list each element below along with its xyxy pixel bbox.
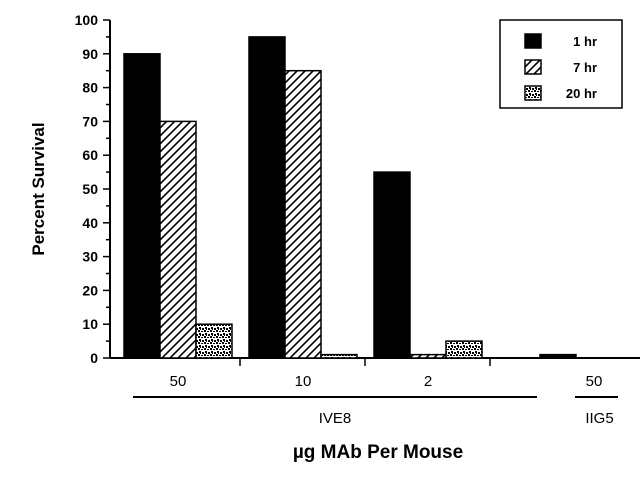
bar-1-hr-2	[373, 171, 411, 359]
y-axis-title: Percent Survival	[29, 122, 48, 255]
x-category-label: 50	[170, 373, 187, 390]
y-tick-label: 50	[82, 181, 98, 197]
legend-label: 20 hr	[566, 86, 597, 101]
bar-7-hr-0	[159, 120, 197, 359]
y-tick-label: 20	[82, 282, 98, 298]
bar-7-hr-2	[409, 353, 447, 359]
legend: 1 hr 7 hr 20 hr	[499, 19, 623, 109]
y-ticks: 0 10 20 30 40 50 60 70 80 90 100	[75, 12, 110, 366]
x-axis-title: µg MAb Per Mouse	[293, 442, 463, 463]
group-labels: IVE8 IIG5	[319, 410, 614, 427]
y-tick-label: 60	[82, 147, 98, 163]
legend-swatch	[524, 85, 542, 101]
legend-label: 1 hr	[573, 34, 597, 49]
y-tick-label: 30	[82, 249, 98, 265]
x-category-label: 50	[586, 373, 603, 390]
bar-20-hr-1	[320, 353, 358, 359]
legend-label: 7 hr	[573, 60, 597, 75]
y-tick-label: 100	[75, 12, 99, 28]
bar-20-hr-0	[195, 323, 233, 359]
y-tick-label: 10	[82, 316, 98, 332]
group-label: IVE8	[319, 410, 352, 427]
x-category-labels: 50 10 2 50	[170, 373, 603, 390]
legend-swatch	[524, 33, 542, 49]
x-category-label: 2	[424, 373, 432, 390]
bar-20-hr-2	[445, 340, 483, 359]
group-label: IIG5	[585, 410, 613, 427]
bars	[123, 36, 577, 359]
x-category-label: 10	[295, 373, 312, 390]
y-tick-label: 70	[82, 113, 98, 129]
y-tick-label: 90	[82, 46, 98, 62]
y-tick-label: 0	[90, 350, 98, 366]
legend-items: 1 hr 7 hr 20 hr	[524, 33, 597, 101]
bar-7-hr-1	[284, 69, 322, 359]
bar-1-hr-3	[539, 353, 577, 359]
legend-box	[499, 19, 623, 109]
y-tick-label: 40	[82, 215, 98, 231]
bar-1-hr-1	[248, 36, 286, 359]
legend-swatch	[524, 59, 542, 75]
x-ticks	[239, 358, 491, 366]
y-tick-label: 80	[82, 80, 98, 96]
bar-1-hr-0	[123, 53, 161, 359]
